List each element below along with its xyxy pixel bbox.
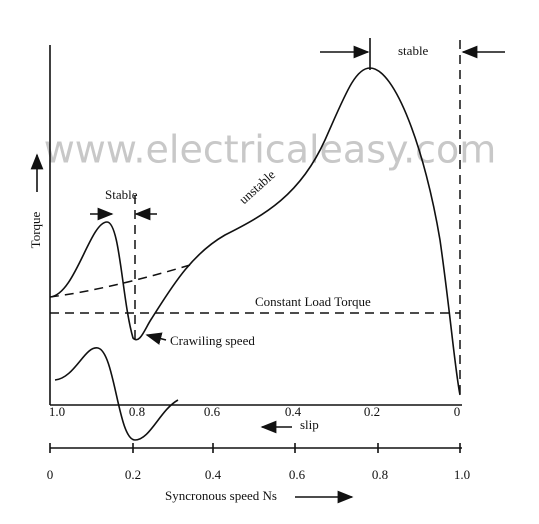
harmonic-curve (54, 347, 179, 441)
arrow (145, 332, 167, 345)
fundamental-curve (49, 264, 191, 298)
watermark: www.electricaleasy.com (44, 128, 497, 172)
slip-tick-label: 0.4 (285, 404, 302, 419)
label: Constant Load Torque (255, 294, 371, 309)
torque-curve (49, 67, 461, 396)
label: stable (398, 43, 429, 58)
slip-label: slip (300, 417, 319, 432)
speed-tick-label: 1.0 (454, 467, 470, 482)
slip-tick-label: 0.8 (129, 404, 145, 419)
speed-tick-label: 0.8 (372, 467, 388, 482)
slip-tick-label: 1.0 (49, 404, 65, 419)
label: Crawiling speed (170, 333, 255, 348)
slip-tick-label: 0 (454, 404, 461, 419)
speed-label: Syncronous speed Ns (165, 488, 277, 503)
speed-ticks (49, 443, 461, 453)
speed-tick-label: 0.2 (125, 467, 141, 482)
slip-tick-label: 0.2 (364, 404, 380, 419)
y-axis-label: Torque (28, 211, 43, 248)
speed-tick-label: 0.4 (205, 467, 222, 482)
speed-tick-label: 0.6 (289, 467, 306, 482)
speed-tick-label: 0 (47, 467, 54, 482)
label: Stable (105, 187, 138, 202)
slip-tick-label: 0.6 (204, 404, 221, 419)
label: unstable (236, 167, 278, 207)
